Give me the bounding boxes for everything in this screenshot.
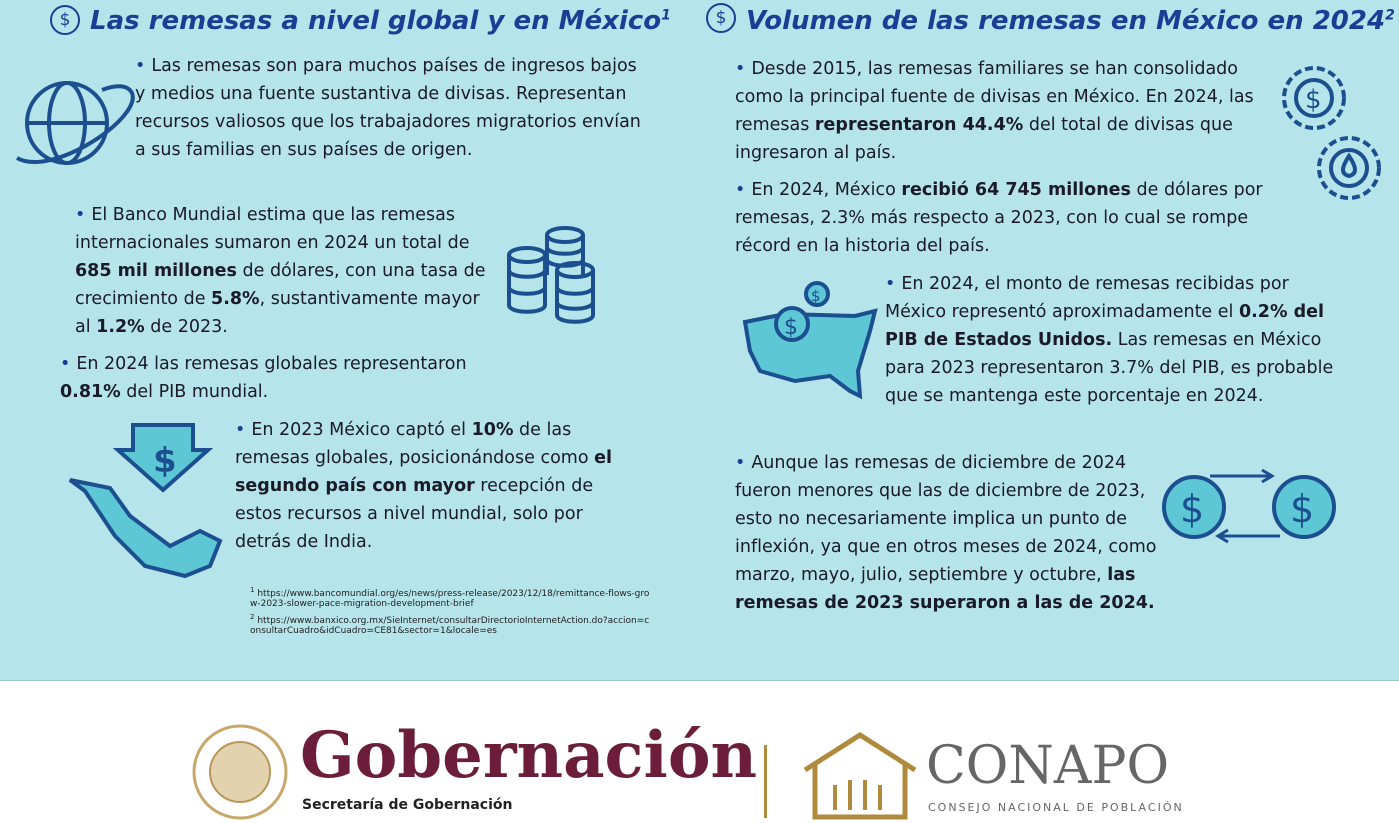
text-run: recepción de estos recursos a nivel mund…: [235, 476, 594, 552]
text-run: de las remesas globales, posicionándose …: [235, 420, 595, 468]
coins-icon: [507, 226, 595, 324]
svg-text:$: $: [1180, 487, 1204, 531]
svg-text:$: $: [1305, 85, 1322, 115]
usa-icon: $ $: [742, 281, 878, 400]
text-run: de dólares por remesas, 2.3% más respect…: [735, 180, 1263, 256]
text-run: Desde 2015, las remesas familiares se ha…: [735, 59, 1254, 135]
bullet: En 2024, México recibió 64 745 millones …: [735, 176, 1280, 260]
svg-text:$: $: [784, 315, 798, 340]
text-run: En 2024 las remesas globales representar…: [76, 354, 467, 374]
text-run: del PIB mundial.: [120, 382, 269, 402]
mexico-icon: $: [68, 423, 223, 579]
bullet: En 2024, el monto de remesas recibidas p…: [885, 270, 1345, 410]
divider: [764, 745, 767, 818]
text-run: de 2023.: [144, 317, 228, 337]
conapo-sub: CONSEJO NACIONAL DE POBLACIÓN: [928, 801, 1184, 814]
text-run: 685 mil millones: [75, 261, 237, 281]
gob-name: Gobernación: [300, 718, 758, 793]
left-title: Las remesas a nivel global y en México1: [90, 6, 671, 36]
bullet: En 2024 las remesas globales representar…: [60, 350, 500, 406]
bullet: Las remesas son para muchos países de in…: [135, 52, 645, 164]
right-title: Volumen de las remesas en México en 2024…: [746, 6, 1395, 36]
text-run: El Banco Mundial estima que las remesas …: [75, 205, 470, 253]
bullet: Desde 2015, las remesas familiares se ha…: [735, 55, 1260, 167]
gob-sub: Secretaría de Gobernación: [302, 797, 513, 813]
svg-text:$: $: [811, 287, 821, 305]
text-run: representaron 44.4%: [814, 115, 1024, 135]
text-run: 5.8%: [211, 289, 260, 309]
text-run: 10%: [471, 420, 514, 440]
gears-icon: $: [1282, 66, 1381, 200]
globe-icon: [16, 81, 135, 165]
text-run: Aunque las remesas de diciembre de 2024 …: [735, 453, 1157, 585]
text-run: 0.2% del PIB de Estados Unidos.: [885, 302, 1324, 350]
text-run: recibió 64 745 millones: [901, 180, 1131, 200]
svg-text:$: $: [153, 441, 177, 481]
info-panel: $ Las remesas a nivel global y en México…: [0, 0, 1399, 681]
text-run: las remesas de 2023 superaron a las de 2…: [735, 565, 1155, 613]
seal: [192, 724, 288, 820]
bullet: En 2023 México captó el 10% de las remes…: [235, 416, 635, 556]
bullet: El Banco Mundial estima que las remesas …: [75, 201, 495, 341]
conapo-name: CONAPO: [926, 736, 1170, 796]
text-run: En 2024, el monto de remesas recibidas p…: [885, 274, 1289, 322]
dollar-icon: $: [706, 3, 736, 33]
text-run: 1.2%: [96, 317, 145, 337]
footnote: 1 https://www.bancomundial.org/es/news/p…: [250, 586, 650, 609]
text-run: , sustantivamente mayor al: [75, 289, 480, 337]
text-run: de dólares, con una tasa de crecimiento …: [75, 261, 486, 309]
svg-text:$: $: [1290, 487, 1314, 531]
conapo-logo: [803, 732, 917, 820]
text-run: del total de divisas que ingresaron al p…: [735, 115, 1233, 163]
dollar-icon: $: [50, 5, 80, 35]
text-run: 0.81%: [60, 382, 121, 402]
bullet: Aunque las remesas de diciembre de 2024 …: [735, 449, 1175, 617]
text-run: En 2024, México: [751, 180, 902, 200]
footnote: 2 https://www.banxico.org.mx/SieInternet…: [250, 613, 650, 636]
exchange-icon: $ $: [1162, 468, 1336, 544]
text-run: Las remesas son para muchos países de in…: [135, 56, 641, 160]
text-run: En 2023 México captó el: [251, 420, 472, 440]
text-run: el segundo país con mayor: [235, 448, 612, 496]
text-run: Las remesas en México para 2023 represen…: [885, 330, 1334, 406]
